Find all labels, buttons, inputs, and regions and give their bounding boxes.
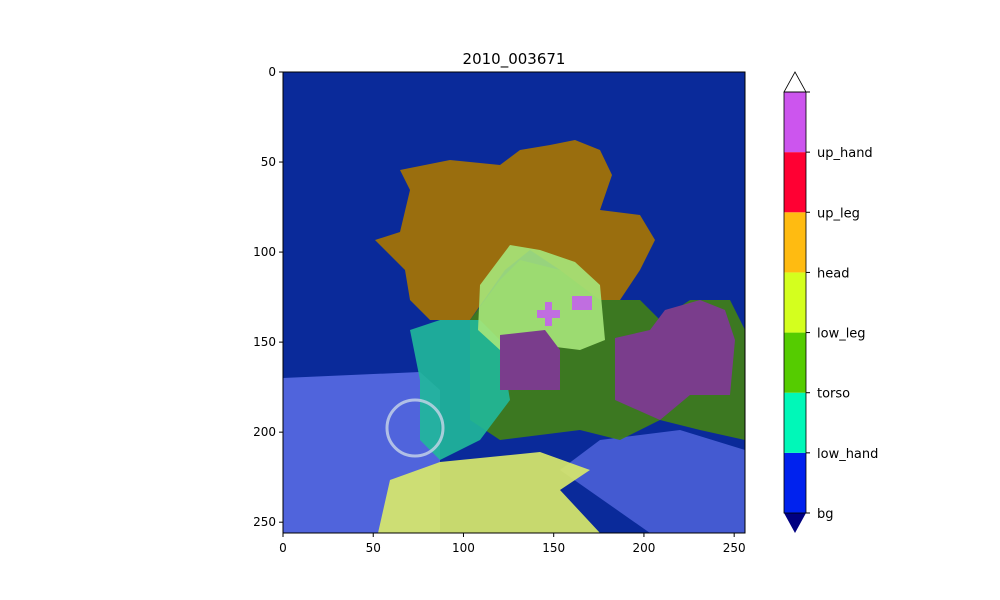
colorbar-label: torso (817, 387, 850, 402)
x-tick-label: 50 (366, 541, 381, 555)
colorbar-segment (784, 212, 806, 273)
low-hand-region (410, 320, 510, 460)
colorbar-under-extension (784, 513, 806, 533)
street-region-right (560, 430, 745, 533)
colorbar-label: low_hand (817, 447, 878, 462)
colorbar-segment (784, 92, 806, 153)
colorbar-segment (784, 272, 806, 333)
colorbar-segment (784, 152, 806, 213)
bicycle-wheel (385, 398, 445, 458)
y-tick-label: 50 (261, 155, 276, 169)
y-tick-label: 250 (253, 515, 276, 529)
colorbar-over-extension (783, 71, 807, 93)
colorbar-label: bg (817, 507, 834, 522)
colorbar-frame (783, 91, 807, 514)
y-tick-label: 150 (253, 335, 276, 349)
x-tick-label: 200 (632, 541, 655, 555)
colorbar-segment (784, 392, 806, 453)
x-tick-label: 0 (279, 541, 287, 555)
up-hand-region-1 (500, 330, 560, 390)
y-tick-label: 100 (253, 245, 276, 259)
y-tick-label: 0 (268, 65, 276, 79)
y-ticks: 0 50 100 150 200 250 (253, 65, 283, 529)
colorbar-label: up_leg (817, 206, 860, 221)
image-axes: 0 50 100 150 200 250 0 50 100 150 200 250 (253, 65, 746, 555)
foreground-yellow-region (378, 452, 600, 533)
up-hand-patch-2 (537, 302, 560, 326)
x-tick-label: 100 (452, 541, 475, 555)
colorbar-label: low_leg (817, 327, 866, 342)
colorbar-label: up_hand (817, 146, 873, 161)
colorbar: bg low_hand torso low_leg head up_leg up_hand (783, 71, 878, 533)
colorbar-segment (784, 452, 806, 513)
segmentation-overlay (283, 140, 745, 533)
colorbar-segment (784, 332, 806, 393)
torso-region (478, 245, 605, 350)
up-hand-patch (572, 296, 592, 310)
colorbar-label: head (817, 266, 849, 281)
x-tick-label: 150 (542, 541, 565, 555)
x-tick-label: 250 (723, 541, 746, 555)
x-ticks: 0 50 100 150 200 250 (279, 533, 746, 555)
chart-title: 2010_003671 (463, 50, 566, 69)
y-tick-label: 200 (253, 425, 276, 439)
up-hand-region-2 (615, 300, 735, 420)
axes-frame (282, 71, 746, 534)
